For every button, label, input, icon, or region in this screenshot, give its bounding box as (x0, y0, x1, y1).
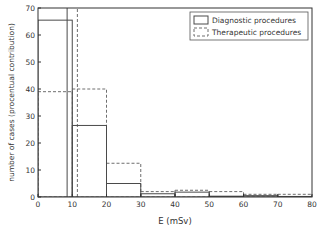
y-tick (38, 116, 41, 117)
x-tick-label: 20 (102, 200, 112, 209)
plot-area (38, 8, 312, 197)
hist-bar (175, 192, 209, 197)
legend-label: Therapeutic procedures (211, 28, 301, 37)
y-tick-label: 60 (25, 31, 35, 40)
x-tick-label: 50 (204, 200, 214, 209)
hist-bar (72, 125, 106, 197)
x-tick (175, 194, 176, 197)
x-tick (106, 194, 107, 197)
y-tick-label: 20 (25, 139, 35, 148)
frame (38, 8, 312, 197)
y-tick (38, 89, 41, 90)
y-axis-title: number of cases (procentual contribution… (7, 23, 16, 182)
x-tick-label: 60 (239, 200, 249, 209)
y-tick (38, 143, 41, 144)
x-tick-label: 30 (136, 200, 146, 209)
mean-line (77, 8, 78, 197)
mean-line (67, 8, 68, 197)
x-tick (277, 194, 278, 197)
hist-bar (107, 163, 141, 197)
x-axis-title: E (mSv) (158, 216, 191, 226)
y-tick-label: 10 (25, 166, 35, 175)
x-tick (243, 194, 244, 197)
y-tick-label: 40 (25, 85, 35, 94)
y-tick-label: 30 (25, 112, 35, 121)
chart: 0 10 20 30 40 50 60 70 80 0 10 20 30 40 50 60 70 E (mSv) n… (0, 0, 320, 231)
x-tick-label: 40 (170, 200, 180, 209)
x-tick (209, 194, 210, 197)
x-tick-label: 10 (67, 200, 77, 209)
x-tick-label: 0 (36, 200, 41, 209)
hist-bar (107, 184, 141, 198)
y-tick (38, 170, 41, 171)
x-tick-label: 70 (273, 200, 283, 209)
y-tick-label: 0 (30, 193, 35, 202)
legend-swatch (194, 28, 208, 36)
hist-bar (141, 192, 175, 197)
legend: Diagnostic procedures Therapeutic procedu… (190, 12, 308, 40)
y-tick (38, 8, 41, 9)
hist-bar (175, 190, 209, 197)
y-tick (38, 62, 41, 63)
x-tick (140, 194, 141, 197)
legend-swatch (194, 16, 208, 24)
y-tick (38, 197, 41, 198)
legend-box (190, 12, 308, 40)
x-tick (312, 194, 313, 197)
legend-label: Diagnostic procedures (212, 16, 296, 25)
y-tick (38, 35, 41, 36)
hist-bar (209, 192, 243, 197)
y-tick-label: 50 (25, 58, 35, 67)
x-tick (72, 194, 73, 197)
y-tick-label: 70 (25, 4, 35, 13)
x-tick-label: 80 (307, 200, 317, 209)
